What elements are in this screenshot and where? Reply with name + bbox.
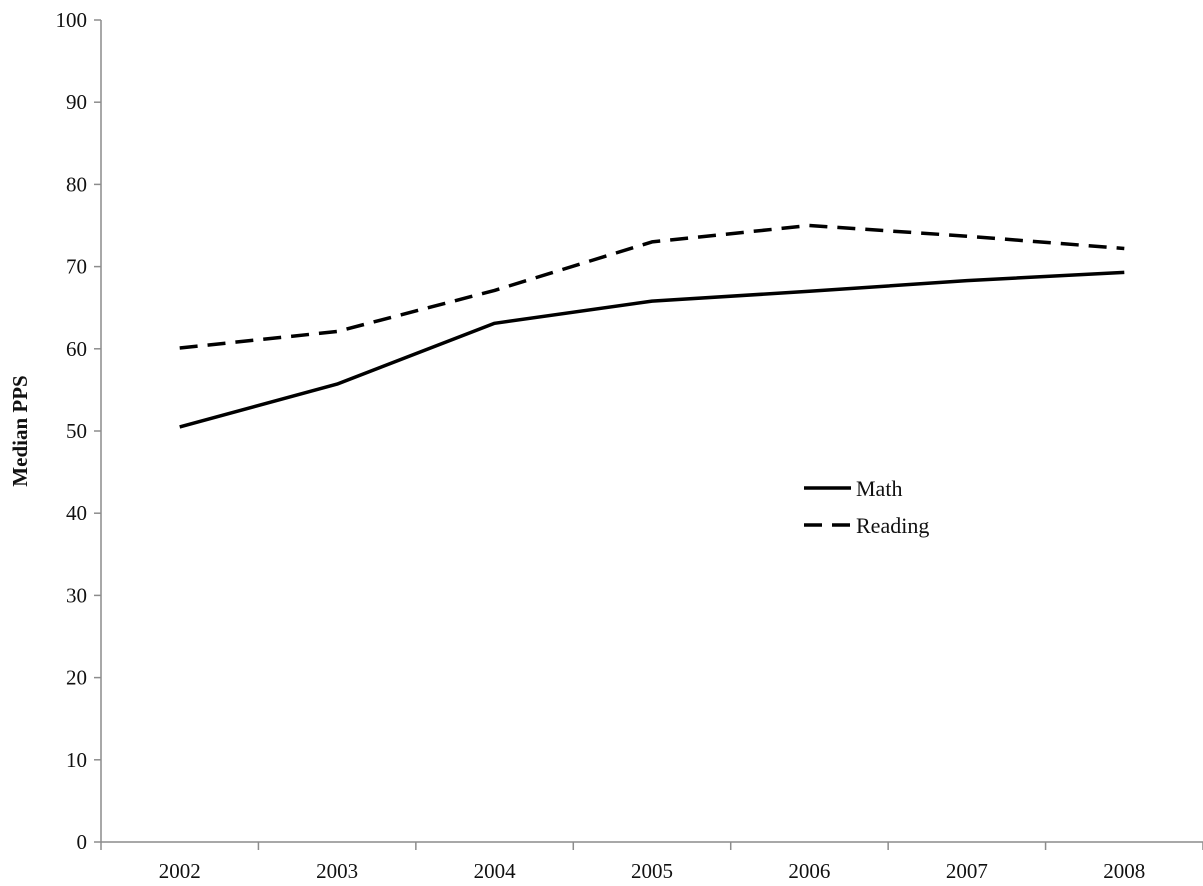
legend-label-math: Math	[856, 476, 902, 501]
x-tick-label: 2005	[631, 859, 673, 883]
x-tick-label: 2002	[159, 859, 201, 883]
y-tick-label: 80	[66, 172, 87, 196]
x-tick-label: 2006	[788, 859, 830, 883]
y-tick-label: 100	[56, 8, 88, 32]
y-tick-label: 10	[66, 748, 87, 772]
y-axis: 0 10 20 30 40 50 60 70 80 90 100	[56, 8, 102, 854]
y-tick-label: 20	[66, 666, 87, 690]
y-tick-label: 40	[66, 501, 87, 525]
y-tick-label: 30	[66, 583, 87, 607]
series-lines	[179, 223, 1125, 429]
y-tick-label: 60	[66, 337, 87, 361]
y-tick-label: 0	[77, 830, 88, 854]
x-tick-label: 2004	[474, 859, 517, 883]
legend: Math Reading	[804, 476, 929, 538]
x-tick-label: 2003	[316, 859, 358, 883]
y-tick-label: 50	[66, 419, 87, 443]
y-tick-label: 70	[66, 255, 87, 279]
x-tick-label: 2008	[1103, 859, 1145, 883]
legend-label-reading: Reading	[856, 513, 929, 538]
series-line-math	[179, 270, 1125, 429]
x-axis: 2002 2003 2004 2005 2006 2007 2008	[100, 841, 1203, 883]
y-tick-label: 90	[66, 90, 87, 114]
x-tick-label: 2007	[946, 859, 988, 883]
y-axis-title: Median PPS	[8, 375, 32, 486]
series-line-reading	[179, 223, 1125, 350]
